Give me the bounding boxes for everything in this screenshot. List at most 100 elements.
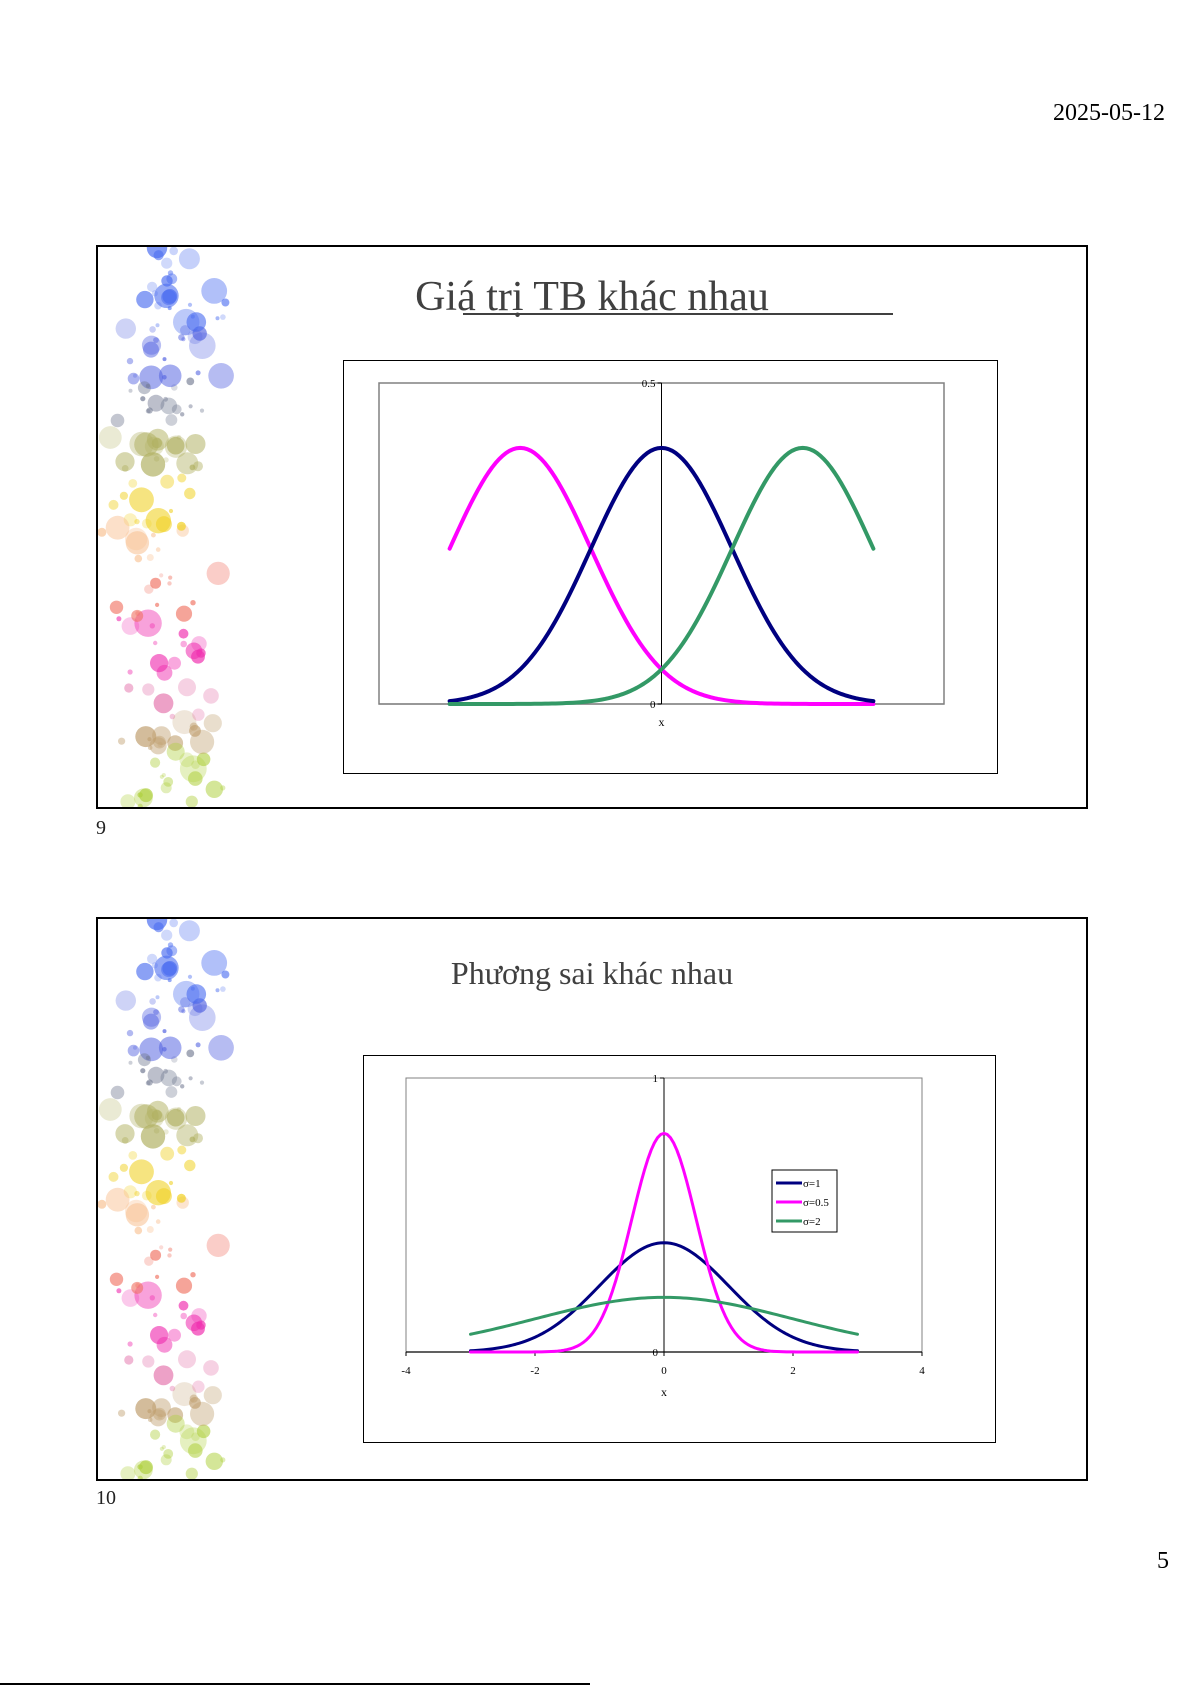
- bubble: [180, 1312, 187, 1320]
- bubble: [196, 648, 206, 658]
- bubble: [125, 1203, 150, 1227]
- bubble: [135, 726, 157, 748]
- bubble: [145, 1180, 171, 1206]
- slide-number: 10: [96, 1487, 116, 1509]
- bubble: [131, 609, 144, 622]
- bubble: [171, 1076, 182, 1087]
- bubble: [151, 532, 156, 538]
- bubble: [153, 1407, 166, 1421]
- bubble: [181, 337, 186, 342]
- bubble: [119, 491, 128, 500]
- series-line-2: [447, 445, 876, 706]
- bubble: [168, 1180, 174, 1186]
- bubble: [155, 547, 161, 552]
- bubble: [127, 372, 140, 385]
- bubble: [192, 708, 205, 721]
- bubble: [168, 508, 174, 514]
- bubble: [164, 435, 188, 458]
- bubble: [149, 1295, 155, 1301]
- bubble: [139, 1037, 164, 1062]
- legend-label: σ=1: [803, 1178, 821, 1190]
- bubble: [105, 1187, 130, 1212]
- bubble: [134, 1460, 153, 1479]
- bubble: [178, 628, 189, 639]
- bubble: [166, 1108, 185, 1127]
- bubble: [180, 1084, 185, 1089]
- bubble: [167, 1407, 184, 1423]
- bubble: [180, 325, 191, 336]
- bubble: [179, 752, 195, 768]
- bubble: [128, 1151, 138, 1160]
- bubble: [127, 669, 133, 675]
- bubble: [176, 1124, 199, 1147]
- bubble: [165, 414, 178, 426]
- bubble: [145, 508, 171, 534]
- bubble: [116, 1288, 122, 1294]
- bubble: [186, 312, 207, 332]
- bubble: [191, 760, 200, 769]
- bubble: [159, 1446, 164, 1451]
- bubble: [178, 248, 200, 270]
- bubble: [203, 1386, 222, 1405]
- bubble: [191, 1432, 200, 1441]
- bubble: [134, 1190, 140, 1197]
- bubble: [161, 929, 173, 941]
- bubble: [149, 737, 167, 755]
- series-line-0: [469, 1241, 859, 1353]
- bubble: [105, 515, 130, 540]
- bubble: [147, 953, 158, 964]
- bubble: [153, 456, 160, 462]
- bubble: [155, 602, 160, 607]
- bubble: [127, 1044, 140, 1057]
- bubble: [161, 1445, 166, 1450]
- bubble: [156, 664, 173, 681]
- bubble: [187, 302, 193, 307]
- slide-9: Giá trị TB khác nhau 0 0.5 x: [96, 245, 1088, 809]
- bubble: [115, 1124, 135, 1144]
- bubble: [161, 275, 173, 287]
- bubble: [142, 683, 155, 696]
- bubble: [168, 1247, 173, 1252]
- bubble: [168, 575, 173, 580]
- bubble: [158, 1036, 182, 1060]
- bubble: [155, 1219, 161, 1224]
- bubble: [199, 408, 205, 413]
- bubble: [203, 688, 219, 704]
- bubble: [151, 1109, 163, 1121]
- bubble: [153, 1128, 160, 1134]
- bubble: [163, 1449, 174, 1459]
- bubble: [186, 377, 195, 386]
- bubble: [161, 947, 173, 959]
- page-number: 5: [1157, 1548, 1169, 1574]
- bubble: [123, 513, 137, 527]
- bubble: [108, 499, 119, 510]
- bubble: [206, 1233, 230, 1257]
- bubble: [178, 1300, 189, 1311]
- bubble: [190, 314, 195, 319]
- bubble: [146, 1079, 153, 1086]
- bubble: [139, 365, 164, 390]
- bubble: [166, 1414, 185, 1433]
- bubble: [188, 1443, 203, 1458]
- decorative-bubbles: [98, 919, 234, 1479]
- bubble: [193, 1133, 203, 1144]
- y-tick-label: 0: [650, 699, 656, 711]
- bubble: [147, 281, 158, 292]
- bubble: [137, 1475, 143, 1479]
- bubble: [185, 1106, 206, 1126]
- footnote-rule: [0, 1683, 590, 1685]
- bubble: [187, 329, 203, 345]
- bubble: [181, 1009, 186, 1014]
- bubble: [153, 693, 174, 714]
- slide-number: 9: [96, 817, 106, 839]
- bubble: [201, 278, 228, 304]
- bubble: [141, 1007, 162, 1027]
- bubble: [178, 1006, 185, 1013]
- bubble: [110, 413, 125, 428]
- bubble: [109, 600, 124, 614]
- bubble: [108, 1171, 119, 1182]
- bubble: [115, 318, 136, 339]
- bubble: [126, 357, 134, 365]
- bubble: [221, 298, 230, 307]
- bubble: [140, 1124, 166, 1149]
